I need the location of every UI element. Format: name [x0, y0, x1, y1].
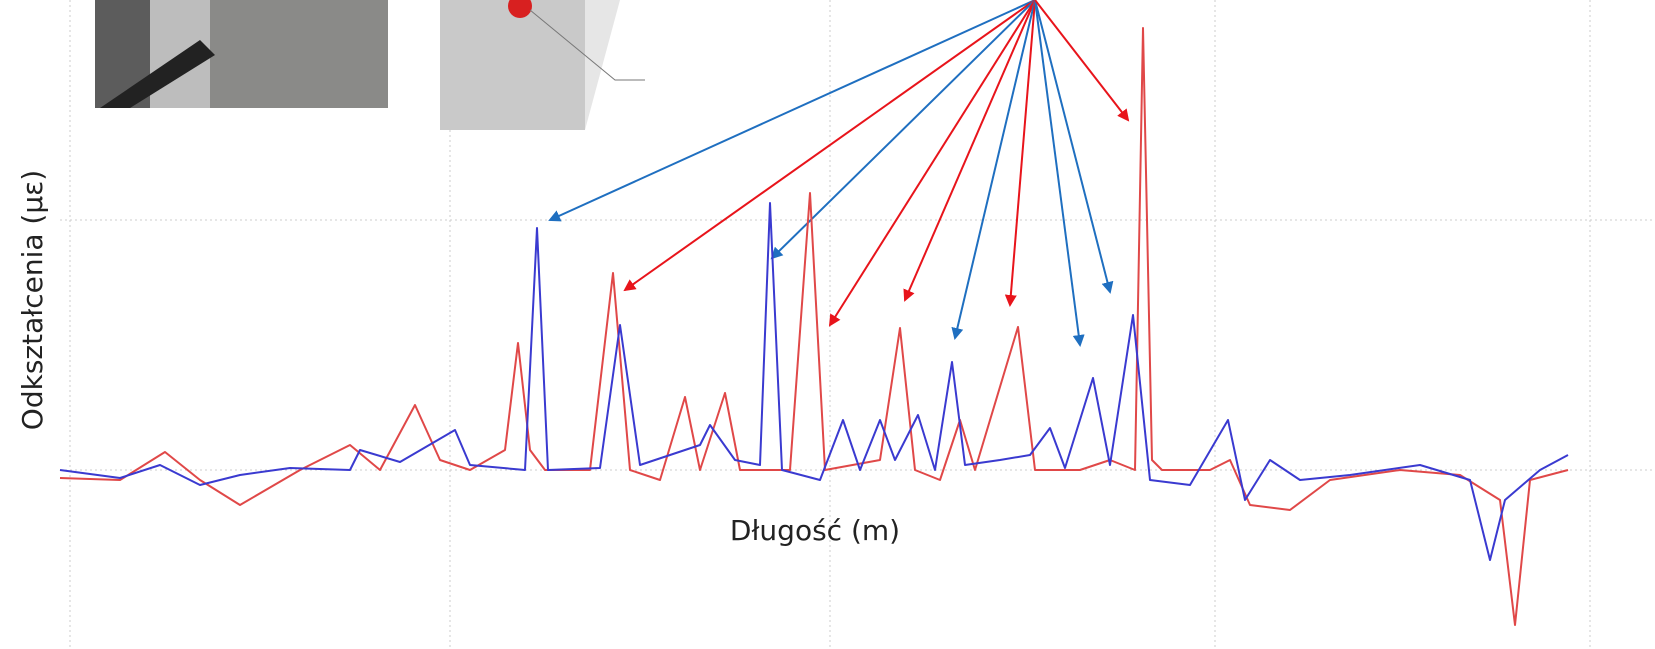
arrows — [550, 0, 1128, 345]
x-axis-label: Długość (m) — [730, 514, 900, 547]
photo-2 — [440, 0, 645, 130]
figure: Długość (m) Odkształcenia (με) — [0, 0, 1655, 649]
y-axis-label: Odkształcenia (με) — [16, 170, 49, 430]
photo-1 — [95, 0, 388, 108]
